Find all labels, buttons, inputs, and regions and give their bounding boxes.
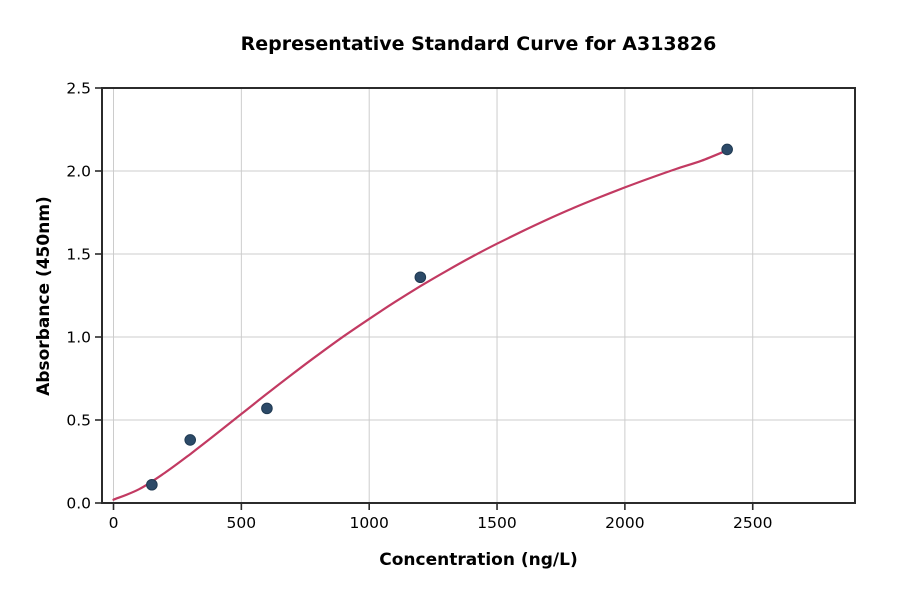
chart-title: Representative Standard Curve for A31382… [240,33,717,55]
data-point [261,402,273,415]
y-tick-label: 1.0 [66,329,91,347]
y-tick-label: 2.5 [66,80,91,98]
y-tick-label: 0.5 [66,412,91,430]
y-tick-label: 2.0 [66,163,91,181]
x-tick-label: 1000 [349,514,388,532]
x-axis-label: Concentration (ng/L) [379,550,578,570]
x-tick-label: 2000 [605,514,644,532]
data-point [721,143,733,156]
x-tick-label: 1500 [477,514,516,532]
x-tick-label: 500 [227,514,257,532]
axis-frame [101,87,856,504]
x-tick-label: 0 [109,514,119,532]
x-tick-label: 2500 [733,514,772,532]
data-point [184,434,197,446]
fit-curve-line [112,149,729,501]
y-tick-label: 1.5 [66,246,91,264]
data-point [146,478,158,491]
y-tick-label: 0.0 [66,495,91,513]
data-point [414,271,427,284]
